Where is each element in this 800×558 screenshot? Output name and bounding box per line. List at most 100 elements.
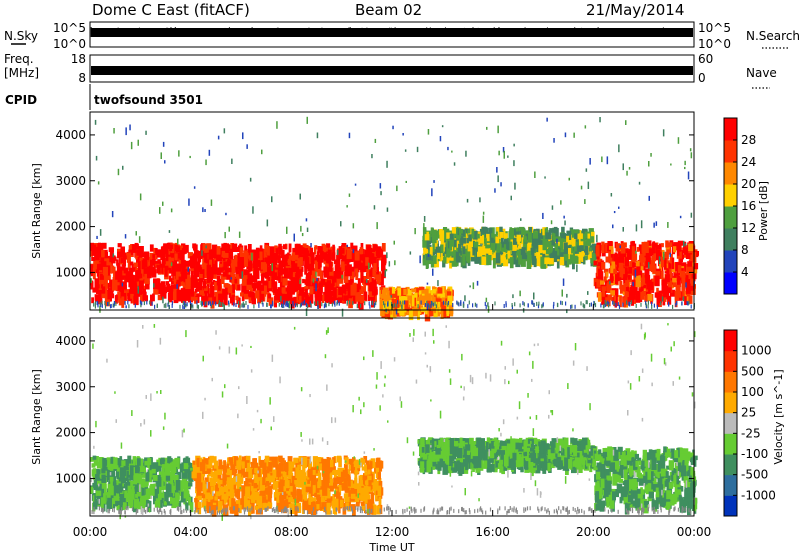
data-cell	[542, 213, 544, 219]
power-colorbar-label: Power [dB]	[757, 181, 770, 241]
data-cell	[635, 270, 637, 278]
data-cell	[387, 208, 389, 212]
data-cell	[182, 248, 187, 254]
data-cell	[224, 128, 226, 133]
data-cell	[510, 257, 514, 268]
data-cell	[465, 151, 467, 157]
data-cell	[185, 277, 190, 289]
data-cell	[273, 481, 277, 490]
data-cell	[424, 216, 426, 222]
data-cell	[164, 304, 165, 308]
data-cell	[259, 491, 264, 496]
data-cell	[317, 289, 320, 299]
data-cell	[687, 261, 692, 267]
data-cell	[623, 242, 627, 247]
data-cell	[143, 496, 146, 505]
data-cell	[172, 498, 176, 503]
colorbar-swatch	[724, 140, 737, 163]
data-cell	[176, 480, 181, 491]
data-cell	[488, 228, 492, 233]
data-cell	[246, 144, 248, 149]
data-cell	[235, 255, 238, 267]
data-cell	[600, 280, 604, 284]
data-cell	[360, 247, 364, 254]
data-cell	[307, 228, 309, 232]
data-cell	[537, 258, 540, 266]
data-cell	[229, 227, 231, 232]
data-cell	[477, 281, 479, 286]
data-cell	[96, 469, 101, 474]
data-cell	[520, 218, 522, 221]
data-cell	[493, 258, 496, 268]
data-cell	[202, 302, 203, 306]
data-cell	[587, 300, 588, 304]
power-data-cells	[90, 117, 699, 322]
data-cell	[139, 246, 144, 257]
data-cell	[193, 244, 198, 250]
data-cell	[190, 301, 191, 305]
data-cell	[145, 131, 147, 135]
data-cell	[188, 199, 190, 206]
data-cell	[177, 290, 183, 302]
data-cell	[279, 303, 280, 307]
data-cell	[159, 207, 161, 214]
data-cell	[614, 211, 616, 213]
data-cell	[172, 466, 176, 471]
data-cell	[143, 259, 148, 268]
data-cell	[98, 181, 100, 184]
data-cell	[135, 304, 136, 308]
data-cell	[166, 281, 170, 285]
data-cell	[627, 251, 630, 258]
data-cell	[97, 301, 98, 305]
y-tick-label: 2000	[55, 220, 86, 234]
data-cell	[204, 209, 206, 212]
data-cell	[641, 256, 644, 266]
data-cell	[666, 287, 671, 293]
data-cell	[291, 279, 294, 289]
data-cell	[615, 303, 616, 307]
data-cell	[650, 153, 652, 157]
data-cell	[90, 278, 92, 283]
data-cell	[120, 247, 125, 253]
data-cell	[266, 303, 267, 307]
data-cell	[184, 463, 189, 469]
data-cell	[310, 243, 312, 247]
data-cell	[313, 278, 315, 282]
data-cell	[380, 183, 382, 188]
data-cell	[366, 279, 368, 283]
data-cell	[376, 222, 378, 229]
data-cell	[506, 303, 507, 307]
data-cell	[431, 304, 432, 308]
data-cell	[474, 242, 479, 248]
data-cell	[672, 305, 673, 309]
data-cell	[662, 297, 664, 302]
data-cell	[636, 292, 640, 300]
data-cell	[499, 259, 501, 263]
data-cell	[262, 303, 263, 307]
data-cell	[613, 301, 614, 305]
data-cell	[231, 277, 233, 279]
data-cell	[680, 216, 682, 218]
data-cell	[250, 178, 252, 182]
data-cell	[252, 206, 254, 213]
data-cell	[95, 301, 96, 305]
data-cell	[283, 300, 284, 304]
data-cell	[377, 252, 381, 258]
data-cell	[224, 304, 226, 310]
data-cell	[596, 245, 600, 257]
data-cell	[317, 457, 322, 462]
data-cell	[402, 133, 404, 136]
data-cell	[466, 238, 469, 243]
data-cell	[260, 294, 265, 302]
data-cell	[321, 302, 322, 306]
data-cell	[611, 262, 615, 269]
data-cell	[93, 468, 97, 474]
data-cell	[233, 303, 234, 307]
data-cell	[320, 271, 323, 279]
data-cell	[532, 257, 536, 265]
data-cell	[275, 292, 280, 300]
data-cell	[245, 301, 246, 305]
data-cell	[410, 251, 412, 254]
data-cell	[519, 243, 522, 249]
